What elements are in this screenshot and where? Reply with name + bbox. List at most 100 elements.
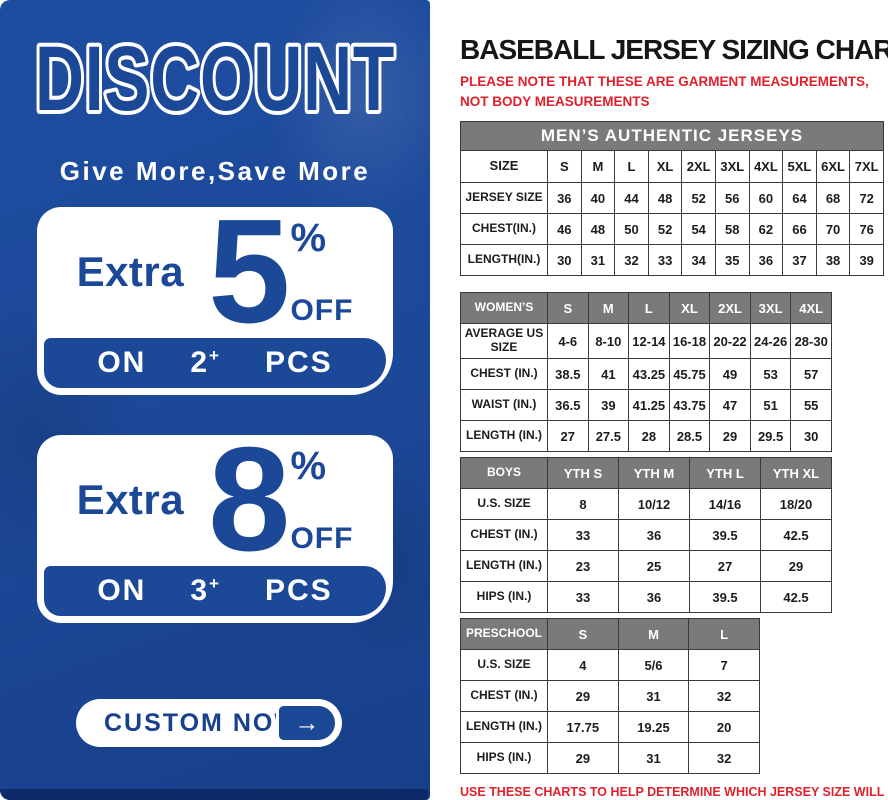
column-header: M [580,150,616,184]
table-row: HIPS (IN.) 33 36 39.5 42.5 [460,581,832,614]
table-cell: 29 [709,420,751,453]
table-cell: LENGTH(IN.) [460,244,548,277]
column-header: 3XL [714,150,750,184]
column-header: 2XL [709,292,751,325]
table-cell: 52 [647,213,683,246]
column-header: 5XL [782,150,817,184]
table-cell: 31 [617,742,690,775]
table-cell: LENGTH (IN.) [460,420,548,453]
column-header: SIZE [460,150,548,184]
table-cell: 36 [748,244,784,277]
offer-extra-label: Extra [76,248,185,295]
table-cell: 28.5 [668,420,711,453]
column-header: WOMEN’S [460,292,548,325]
table-cell: 42.5 [760,519,832,552]
table-cell: 38.5 [547,358,589,391]
table-cell: 28-30 [790,323,832,360]
boys-sizing-table: BOYS YTH S YTH M YTH L YTH XL U.S. SIZE 8 10/12… [460,457,832,614]
off-label: OFF [290,294,354,327]
table-cell: AVERAGE US SIZE [460,323,548,360]
plus-sign: + [209,346,221,365]
discount-subtitle: Give More,Save More [59,156,371,186]
column-header: BOYS [460,457,548,490]
table-cell: 32 [614,244,649,277]
table-cell: 23 [547,550,619,583]
pcs-label: PCS [264,346,333,379]
table-cell: 17.75 [547,711,619,744]
column-header: XL [647,150,683,184]
table-cell: 29 [760,550,832,583]
offer-percent-value: 8 [208,417,290,583]
table-row: LENGTH (IN.) 17.75 19.25 20 [460,711,760,744]
table-cell: 28 [628,420,670,453]
column-header: S [547,150,582,184]
table-cell: 10/12 [618,488,690,521]
table-cell: 39.5 [689,581,761,614]
column-header: PRESCHOOL [460,618,548,651]
table-cell: 43.25 [628,358,670,391]
table-cell: 42.5 [760,581,832,614]
table-cell: 20-22 [709,323,751,360]
table-cell: 43.75 [668,389,711,422]
table-cell: 49 [709,358,751,391]
table-cell: 16-18 [668,323,711,360]
table-cell: 39 [849,244,884,277]
table-cell: 70 [815,213,851,246]
table-cell: 5/6 [617,649,690,682]
quantity: 2+ [190,346,221,379]
table-cell: 38 [815,244,851,277]
table-row: CHEST (IN.) 33 36 39.5 42.5 [460,519,832,552]
table-cell: 54 [681,213,716,246]
table-row: LENGTH (IN.) 23 25 27 29 [460,550,832,583]
column-header: L [614,150,649,184]
table-cell: 48 [647,182,683,215]
table-cell: 48 [580,213,616,246]
column-header: 6XL [815,150,851,184]
table-cell: 41.25 [628,389,670,422]
table-cell: LENGTH (IN.) [460,711,548,744]
table-cell: 14/16 [689,488,761,521]
table-row: CHEST(IN.) 46 48 50 52 54 58 62 66 70 76 [460,213,884,246]
table-cell: 27.5 [587,420,630,453]
table-cell: U.S. SIZE [460,488,548,521]
mens-section-header: MEN’S AUTHENTIC JERSEYS [460,121,884,152]
table-cell: 47 [709,389,751,422]
table-cell: 4 [547,649,619,682]
table-cell: CHEST(IN.) [460,213,548,246]
table-cell: 27 [689,550,761,583]
offer-top: Extra 8 % OFF [37,417,393,583]
offer-extra-label: Extra [76,476,185,523]
offer-percent-side: % OFF [290,444,353,556]
column-header: 4XL [790,292,832,325]
discount-headline-text: DISCOUNT [35,28,395,122]
table-cell: LENGTH (IN.) [460,550,548,583]
table-cell: 33 [547,581,619,614]
column-header: M [587,292,630,325]
table-cell: 35 [714,244,750,277]
table-cell: 60 [748,182,784,215]
table-cell: 52 [681,182,716,215]
table-cell: 30 [790,420,832,453]
column-header: S [547,292,589,325]
on-label: ON [97,574,147,607]
table-cell: HIPS (IN.) [460,742,548,775]
offer-percent-side: % OFF [290,216,353,328]
column-header: YTH S [547,457,619,490]
table-cell: 50 [614,213,649,246]
offer-condition-band: ON 3+ PCS [44,566,386,616]
offer-number-group: 5 % OFF [208,197,353,346]
sizing-chart-panel: BASEBALL JERSEY SIZING CHART PLEASE NOTE… [430,0,888,800]
table-cell: 20 [688,711,760,744]
plus-sign: + [209,574,221,593]
discount-headline: DISCOUNT [31,26,398,122]
table-cell: U.S. SIZE [460,649,548,682]
table-cell: 18/20 [760,488,832,521]
table-cell: 33 [547,519,619,552]
column-header: YTH M [618,457,690,490]
table-cell: 12-14 [628,323,670,360]
table-cell: WAIST (IN.) [460,389,548,422]
custom-now-button[interactable]: CUSTOM NOW → [76,699,342,747]
table-cell: 57 [790,358,832,391]
column-header: S [547,618,619,651]
